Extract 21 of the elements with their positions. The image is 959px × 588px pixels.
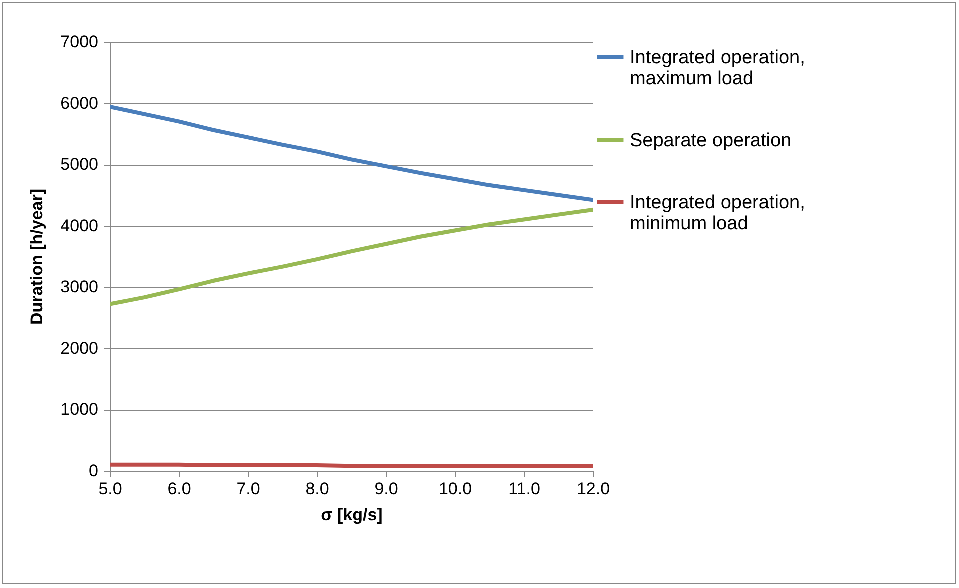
y-tick-label: 4000 xyxy=(60,216,98,236)
legend-label: Separate operation xyxy=(630,130,792,152)
x-tick-label: 7.0 xyxy=(236,480,260,498)
y-tick-label: 2000 xyxy=(60,338,98,358)
x-tick-label: 6.0 xyxy=(168,480,192,498)
y-tick-label: 7000 xyxy=(60,32,98,52)
x-tick-label: 11.0 xyxy=(508,480,540,498)
legend-label: Integrated operation, maximum load xyxy=(630,48,806,90)
x-tick-label: 8.0 xyxy=(306,480,330,498)
y-tick-label: 5000 xyxy=(60,155,98,174)
y-tick-label: 1000 xyxy=(60,400,98,420)
x-tick-label: 10.0 xyxy=(438,480,472,498)
y-tick-label: 0 xyxy=(89,462,98,480)
y-tick-label: 6000 xyxy=(60,94,98,113)
x-axis-title: σ [kg/s] xyxy=(321,506,383,524)
legend-label: Integrated operation, minimum load xyxy=(630,192,806,234)
y-tick-label: 3000 xyxy=(60,278,98,297)
x-tick-label: 12.0 xyxy=(576,480,610,498)
x-tick-label: 5.0 xyxy=(98,480,122,498)
x-tick-label: 9.0 xyxy=(374,480,398,498)
y-axis-title: Duration [h/year] xyxy=(28,188,47,326)
